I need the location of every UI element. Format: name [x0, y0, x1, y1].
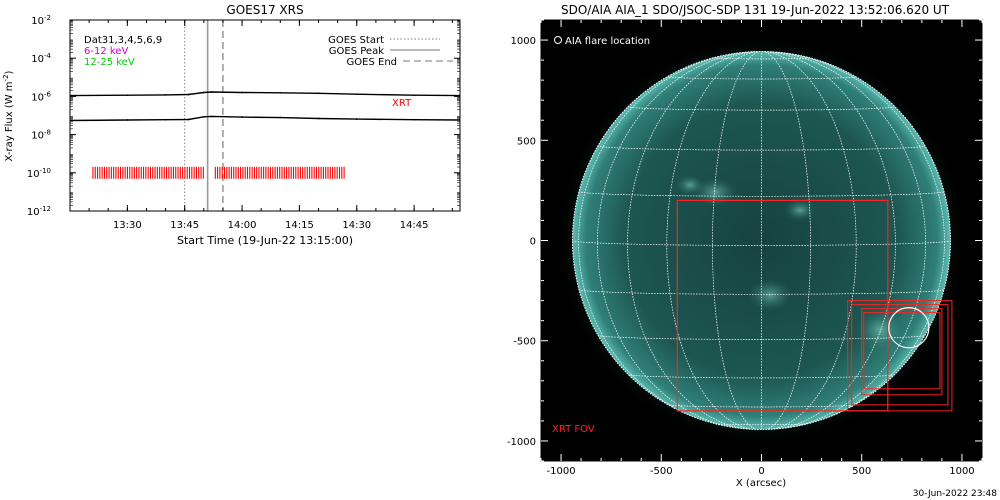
- sun-disk: [572, 51, 951, 430]
- goes-axes: 13:30 13:45 14:00 14:15 14:30 14:45 10-12 10-10…: [27, 14, 460, 231]
- aia-y-tick-label: -1000: [507, 437, 536, 448]
- goes-chart-title: GOES17 XRS: [226, 3, 303, 17]
- goes-flux-point: [202, 115, 205, 118]
- goes-y-tick-label: 10-2: [31, 14, 51, 27]
- goes-flux-point: [279, 116, 282, 119]
- goes-x-tick-label: 14:00: [228, 220, 257, 231]
- goes-flux-point: [241, 91, 243, 94]
- goes-flux-point: [355, 93, 358, 96]
- goes-flux-curve: [70, 91, 460, 97]
- goes-x-tick-label: 13:45: [170, 220, 199, 231]
- legend-goes-peak: GOES Peak: [329, 46, 384, 57]
- goes-legend-right: GOES Start GOES Peak GOES End: [328, 35, 453, 68]
- goes-flux-point: [241, 116, 243, 119]
- goes-flux-point: [279, 91, 282, 94]
- goes-x-tick-label: 14:30: [342, 220, 371, 231]
- xrt-boxes: [847, 300, 953, 412]
- aia-x-tick-label: -500: [650, 466, 673, 477]
- active-regions: [676, 175, 904, 352]
- aia-y-tick-label: -500: [513, 337, 536, 348]
- goes-y-tick-label: 10-4: [31, 52, 51, 65]
- aia-x-tick-label: 0: [758, 466, 764, 477]
- aia-y-tick-label: 500: [517, 136, 536, 147]
- goes-flux-point: [126, 119, 129, 121]
- goes-flux-point: [210, 91, 213, 93]
- footer-timestamp: 30-Jun-2022 23:48: [913, 489, 997, 499]
- xrt-observation-ticks: [92, 166, 345, 179]
- flare-legend-label: AIA flare location: [565, 36, 650, 47]
- xrt-series-label: XRT: [392, 98, 412, 109]
- longitude-line: [712, 51, 762, 430]
- aia-x-tick-label: -1000: [547, 466, 576, 477]
- goes-x-axis-label: Start Time (19-Jun-22 13:15:00): [177, 234, 353, 247]
- goes-flux-point: [210, 115, 213, 118]
- latitude-line: [627, 106, 896, 111]
- goes-flux-point: [413, 94, 416, 97]
- latitude-line: [712, 423, 811, 426]
- xrt-pointing-box: [847, 300, 953, 412]
- goes-y-tick-label: 10-12: [27, 205, 51, 218]
- goes-flux-point: [164, 118, 167, 121]
- xrt-pointing-box: [851, 304, 949, 406]
- legend-goes-end: GOES End: [347, 57, 397, 68]
- solar-limb: [572, 51, 951, 430]
- aia-chart-title: SDO/AIA AIA_1 SDO/JSOC-SDP 131 19-Jun-20…: [561, 3, 950, 17]
- goes-x-tick-label: 13:30: [113, 220, 142, 231]
- latitude-line: [597, 145, 926, 151]
- longitude-line: [761, 51, 945, 430]
- longitude-line: [761, 51, 811, 430]
- flare-legend-symbol: [554, 36, 562, 44]
- goes-x-tick-label: 14:45: [400, 220, 429, 231]
- xrt-fov-label: XRT FOV: [552, 424, 595, 435]
- aia-x-tick-label: 500: [852, 466, 871, 477]
- aia-flare-marker: [888, 307, 930, 349]
- legend-6-12kev: 6-12 keV: [84, 46, 128, 57]
- goes-y-tick-label: 10-10: [27, 167, 51, 180]
- aia-panel: SDO/AIA AIA_1 SDO/JSOC-SDP 131 19-Jun-20…: [507, 3, 983, 489]
- bright-region: [676, 175, 704, 195]
- goes-xrs-panel: GOES17 XRS 13:30 13:45 14:00 14:15 14:30 14:4…: [2, 3, 461, 247]
- goes-y-axis-label: X-ray Flux (W m-2): [2, 70, 15, 161]
- legend-goes-start: GOES Start: [328, 35, 384, 46]
- goes-flux-point: [317, 92, 320, 95]
- goes-y-tick-label: 10-8: [31, 129, 51, 142]
- latitude-line: [666, 404, 857, 408]
- goes-plot-area: [70, 20, 460, 211]
- legend-detectors: Dat31,3,4,5,6,9: [84, 35, 162, 46]
- longitude-line: [578, 51, 762, 430]
- aia-y-tick-label: 1000: [511, 36, 536, 47]
- bright-region: [856, 308, 904, 352]
- goes-flux-point: [355, 118, 358, 120]
- aia-axes: -1000 -500 0 500 1000 -1000 -500 0 500 1000: [507, 19, 983, 477]
- longitude-line: [597, 51, 762, 430]
- latitude-line: [627, 374, 896, 379]
- goes-flux-point: [413, 118, 416, 121]
- goes-flux-point: [164, 93, 167, 96]
- aia-y-tick-label: 0: [530, 237, 536, 248]
- goes-plot-frame: [69, 19, 461, 212]
- goes-flux-point: [187, 118, 190, 121]
- bright-region: [748, 279, 792, 311]
- goes-legend-left: Dat31,3,4,5,6,9 6-12 keV 12-25 keV: [84, 35, 162, 68]
- goes-flux-point: [187, 93, 190, 96]
- goes-flux-point: [317, 117, 320, 120]
- goes-flux-point: [202, 91, 205, 94]
- bright-region: [784, 199, 816, 221]
- aia-x-tick-label: 1000: [949, 466, 974, 477]
- aia-x-axis-label: X (arcsec): [736, 478, 786, 489]
- goes-flux-curve: [70, 115, 460, 122]
- goes-flux-point: [126, 94, 129, 97]
- latitude-line: [572, 240, 951, 246]
- goes-x-tick-label: 14:15: [285, 220, 314, 231]
- xrt-fov-box: [676, 199, 889, 412]
- legend-12-25kev: 12-25 keV: [84, 57, 135, 68]
- goes-y-tick-label: 10-6: [31, 90, 51, 103]
- xrt-pointing-box: [863, 312, 941, 390]
